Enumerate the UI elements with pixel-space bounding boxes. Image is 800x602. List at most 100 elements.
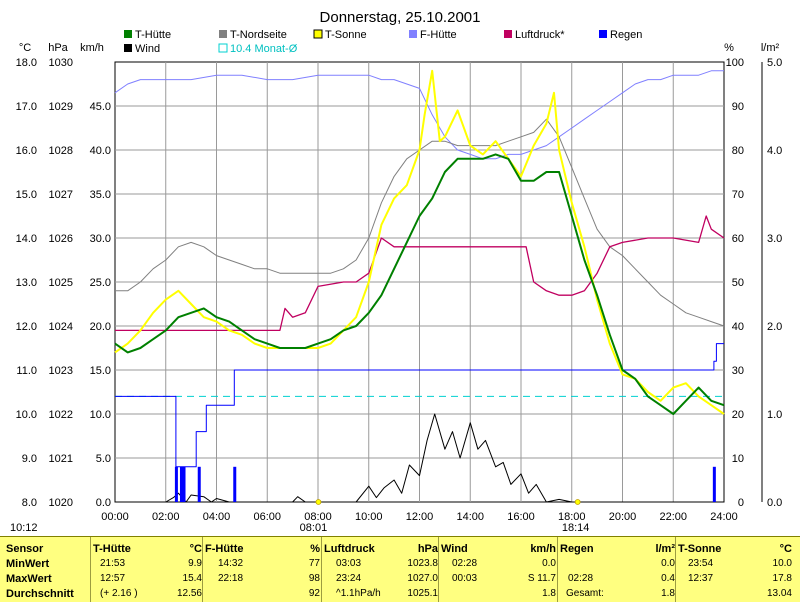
pressure-tick-label: 1026: [49, 233, 73, 245]
stats-average-value: 92: [308, 588, 320, 599]
pressure-tick-label: 1027: [49, 189, 73, 201]
stats-column-title: Luftdruck: [324, 543, 375, 555]
series-layer: [114, 69, 725, 503]
rain-tick-label: 1.0: [767, 409, 782, 421]
x-tick-label: 24:00: [710, 511, 738, 523]
legend-swatch: [124, 44, 132, 52]
stats-column-separator: [557, 537, 558, 602]
legend-label: Wind: [135, 43, 160, 55]
series-line-f-h-tte: [114, 70, 724, 160]
stats-column-title: T-Sonne: [678, 543, 722, 555]
stats-min-time: 03:03: [336, 558, 362, 569]
legend-swatch: [599, 30, 607, 38]
legend-swatch: [218, 43, 228, 53]
x-tick-label: 08:00: [304, 511, 332, 523]
wind-axis-unit: km/h: [80, 42, 104, 54]
legend-swatch: [504, 30, 512, 38]
series-line-luftdruck: [115, 215, 725, 332]
stats-min-value: 10.0: [772, 558, 792, 569]
stats-column-separator: [675, 537, 676, 602]
legend-swatch: [124, 30, 132, 38]
rain-bar: [179, 466, 183, 502]
stats-column-unit: °C: [779, 543, 792, 555]
wind-tick-label: 10.0: [90, 409, 111, 421]
stats-average-value: 12.56: [176, 588, 202, 599]
stats-column-unit: km/h: [530, 543, 556, 555]
legend-label: Regen: [610, 29, 642, 41]
legend: T-Hütte Wind T-Nordseite 10.4 Monat-Ø T-Sonn…: [124, 29, 642, 55]
rain-bar: [233, 466, 237, 502]
stats-min-time: 23:54: [688, 558, 714, 569]
x-tick-label: 22:00: [659, 511, 687, 523]
humidity-tick-label: 20: [732, 409, 744, 421]
legend-label: 10.4 Monat-Ø: [230, 43, 298, 55]
rain-bar: [712, 466, 716, 502]
temp-tick-label: 12.0: [16, 321, 37, 333]
x-tick-label: 06:00: [253, 511, 281, 523]
rain-axis-unit: l/m²: [761, 42, 780, 54]
temp-axis-unit: °C: [19, 42, 31, 54]
stats-row-label: MinWert: [6, 558, 50, 570]
wind-tick-label: 40.0: [90, 145, 111, 157]
y-tick-labels: 8.0 9.0 10.0 11.0 12.0 13.0 14.0 15.0 16.0 17.0 18…: [16, 57, 783, 509]
wind-tick-label: 45.0: [90, 101, 111, 113]
stats-max-time: 23:24: [336, 573, 362, 584]
stats-min-time: 21:53: [100, 558, 126, 569]
legend-label: T-Hütte: [135, 29, 171, 41]
rain-tick-label: 0.0: [767, 497, 782, 509]
stats-max-value: 98: [308, 573, 320, 584]
sunrise-time: 08:01: [300, 522, 328, 532]
pressure-tick-label: 1024: [49, 321, 73, 333]
sunrise-marker: [315, 499, 322, 505]
humidity-tick-label: 100: [726, 57, 744, 69]
legend-label: Luftdruck*: [515, 29, 565, 41]
temp-tick-label: 10.0: [16, 409, 37, 421]
x-tick-label: 04:00: [203, 511, 231, 523]
pressure-tick-label: 1023: [49, 365, 73, 377]
stats-average-value: 1025.1: [407, 588, 438, 599]
axis-units: °C hPa km/h% l/m²: [19, 42, 780, 54]
legend-label: T-Nordseite: [230, 29, 287, 41]
humidity-tick-label: 10: [732, 453, 744, 465]
weather-chart: Donnerstag, 25.10.2001 T-Hütte Wind T-Nord…: [10, 9, 783, 532]
pressure-tick-label: 1029: [49, 101, 73, 113]
x-tick-label: 10:00: [355, 511, 383, 523]
wind-tick-label: 30.0: [90, 233, 111, 245]
stats-column-separator: [202, 537, 203, 602]
stats-column-unit: hPa: [417, 543, 438, 555]
statistics-table: Sensor MinWert MaxWert Durchschnitt T-Hütte °…: [0, 536, 800, 602]
last-update-time: 10:12: [10, 522, 38, 532]
legend-swatch: [219, 30, 227, 38]
stats-max-value: 0.4: [661, 573, 675, 584]
stats-column-unit: l/m²: [655, 543, 675, 555]
legend-swatch: [409, 30, 417, 38]
wind-tick-label: 15.0: [90, 365, 111, 377]
chart-title: Donnerstag, 25.10.2001: [320, 9, 481, 26]
humidity-tick-label: 40: [732, 321, 744, 333]
stats-column-title: Wind: [441, 543, 468, 555]
x-tick-labels: 00:00 02:00 04:00 06:00 08:00 10:00 12:00 14:00…: [101, 511, 738, 523]
series-line-regen-summe: [115, 343, 724, 468]
rain-bar: [182, 466, 186, 502]
rain-tick-label: 4.0: [767, 145, 782, 157]
x-tick-label: 02:00: [152, 511, 180, 523]
stats-row-label: Durchschnitt: [6, 588, 74, 600]
stats-max-value: 1027.0: [407, 573, 438, 584]
temp-tick-label: 11.0: [16, 365, 37, 377]
pressure-tick-label: 1025: [49, 277, 73, 289]
sunset-time: 18:14: [562, 522, 590, 532]
temp-tick-label: 14.0: [16, 233, 37, 245]
temp-tick-label: 9.0: [22, 453, 37, 465]
temp-tick-label: 13.0: [16, 277, 37, 289]
stats-average-value: 1.8: [661, 588, 675, 599]
sunset-marker: [574, 499, 581, 505]
stats-column-separator: [438, 537, 439, 602]
series-line-wind: [115, 413, 724, 503]
temp-tick-label: 16.0: [16, 145, 37, 157]
x-tick-label: 00:00: [101, 511, 129, 523]
series-line-t-h-tte: [114, 153, 725, 415]
humidity-tick-label: 90: [732, 101, 744, 113]
wind-tick-label: 0.0: [96, 497, 111, 509]
pressure-tick-label: 1028: [49, 145, 73, 157]
stats-average-value: 1.8: [542, 588, 556, 599]
